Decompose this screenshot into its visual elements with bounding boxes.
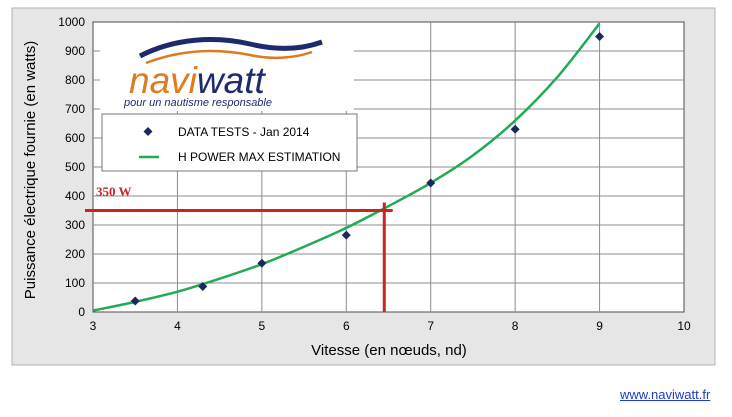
x-tick-label: 8 xyxy=(512,319,519,333)
data-point xyxy=(198,281,208,291)
x-tick-label: 4 xyxy=(174,319,181,333)
y-tick-label: 1000 xyxy=(58,15,85,29)
legend: DATA TESTS - Jan 2014 H POWER MAX ESTIMA… xyxy=(101,113,358,172)
data-point xyxy=(257,258,267,268)
logo-background xyxy=(100,23,354,111)
logo-word-watt: watt xyxy=(197,60,267,101)
x-tick-label: 3 xyxy=(90,319,97,333)
website-link[interactable]: www.naviwatt.fr xyxy=(620,387,711,402)
logo-tagline: pour un nautisme responsable xyxy=(123,97,272,109)
y-tick-label: 300 xyxy=(65,218,85,232)
x-tick-label: 5 xyxy=(259,319,266,333)
series-line-estimation xyxy=(92,22,601,312)
y-tick-label: 500 xyxy=(65,160,85,174)
logo-wordmark: naviwatt xyxy=(129,60,266,101)
legend-label-estimation: H POWER MAX ESTIMATION xyxy=(178,150,340,164)
y-tick-label: 700 xyxy=(65,102,85,116)
data-point xyxy=(595,32,605,41)
x-tick-label: 10 xyxy=(677,319,691,333)
x-tick-label: 7 xyxy=(427,319,434,333)
y-tick-label: 600 xyxy=(65,131,85,145)
x-tick-label: 6 xyxy=(343,319,350,333)
logo-wave-2 xyxy=(145,49,313,65)
y-axis-title: Puissance électrique fournie (en watts) xyxy=(22,41,39,299)
x-axis-title: Vitesse (en nœuds, nd) xyxy=(311,342,467,359)
data-point xyxy=(426,178,436,188)
y-tick-label: 800 xyxy=(65,73,85,87)
y-tick-label: 0 xyxy=(78,305,85,319)
data-point xyxy=(341,230,351,240)
annotation-label-350w: 350 W xyxy=(96,184,132,199)
data-point xyxy=(130,296,140,306)
y-axis-ticks: 0 100 200 300 400 500 600 700 800 900 1000 xyxy=(58,15,85,319)
naviwatt-logo: naviwatt pour un nautisme responsable xyxy=(100,23,354,111)
legend-box xyxy=(101,113,358,172)
x-tick-label: 9 xyxy=(596,319,603,333)
series-points-data-tests xyxy=(130,32,605,306)
y-tick-label: 200 xyxy=(65,247,85,261)
legend-label-data-tests: DATA TESTS - Jan 2014 xyxy=(178,125,310,139)
y-tick-label: 400 xyxy=(65,189,85,203)
x-axis-ticks: 3 4 5 6 7 8 9 10 xyxy=(90,319,691,333)
y-tick-label: 900 xyxy=(65,44,85,58)
logo-word-navi: navi xyxy=(129,60,199,101)
logo-wave-1 xyxy=(138,37,323,59)
y-tick-label: 100 xyxy=(65,276,85,290)
data-point xyxy=(510,124,520,134)
legend-marker-data-tests xyxy=(143,127,153,136)
